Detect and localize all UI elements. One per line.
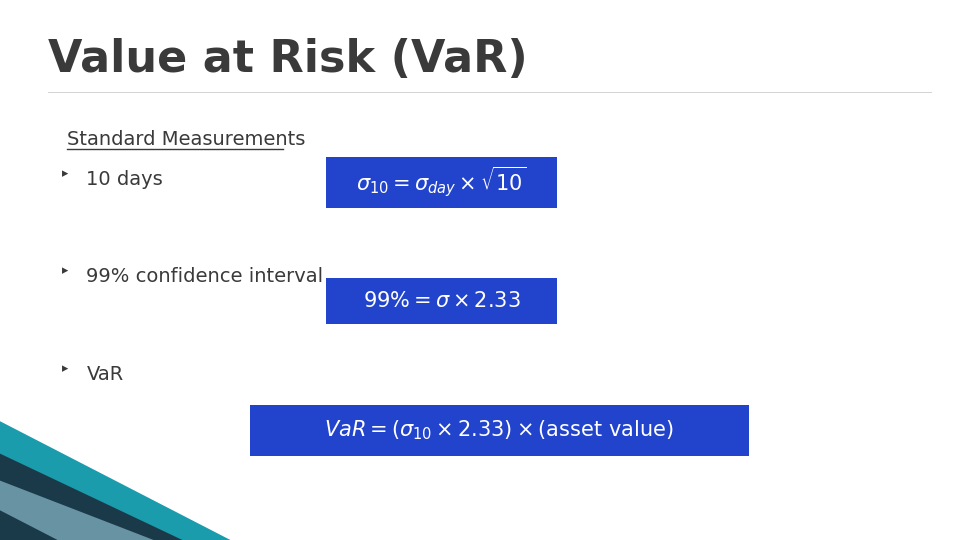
Polygon shape (0, 454, 182, 540)
Text: 10 days: 10 days (86, 170, 163, 189)
Text: $\mathit{VaR} = (\sigma_{10} \times 2.33) \times \left(\mathrm{asset\ value}\rig: $\mathit{VaR} = (\sigma_{10} \times 2.33… (324, 419, 674, 442)
FancyBboxPatch shape (250, 405, 749, 456)
Text: ▸: ▸ (62, 265, 69, 278)
Text: ▸: ▸ (62, 362, 69, 375)
Polygon shape (0, 421, 230, 540)
Text: $99\% = \sigma \times 2.33$: $99\% = \sigma \times 2.33$ (363, 291, 520, 311)
FancyBboxPatch shape (326, 278, 557, 324)
Text: Standard Measurements: Standard Measurements (67, 130, 305, 148)
Text: ▸: ▸ (62, 167, 69, 180)
Text: Value at Risk (VaR): Value at Risk (VaR) (48, 38, 528, 81)
Text: $\sigma_{10} = \sigma_{day} \times \sqrt{10}$: $\sigma_{10} = \sigma_{day} \times \sqrt… (356, 165, 527, 200)
FancyBboxPatch shape (326, 157, 557, 208)
Polygon shape (0, 481, 154, 540)
Text: 99% confidence interval: 99% confidence interval (86, 267, 324, 286)
Text: VaR: VaR (86, 364, 124, 383)
